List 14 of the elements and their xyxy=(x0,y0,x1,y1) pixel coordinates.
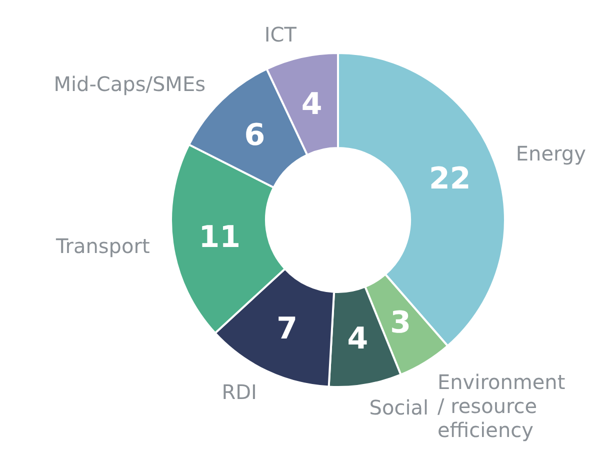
slice-label: Environment / resource efficiency xyxy=(438,370,566,442)
slice-label: ICT xyxy=(264,22,298,47)
data-label: 22 xyxy=(429,162,471,197)
data-label: 11 xyxy=(198,220,241,255)
data-label: 4 xyxy=(301,86,322,122)
data-label: 4 xyxy=(347,321,368,356)
data-label: 7 xyxy=(276,312,298,347)
slice-label: Transport xyxy=(54,234,150,258)
slice-label: Mid-Caps/SMEs xyxy=(54,72,206,96)
data-label: 3 xyxy=(390,305,412,340)
data-label: 6 xyxy=(244,118,266,153)
slice-label: Social xyxy=(369,395,429,420)
slice-label: Energy xyxy=(516,141,586,166)
slice-label: RDI xyxy=(222,380,257,404)
